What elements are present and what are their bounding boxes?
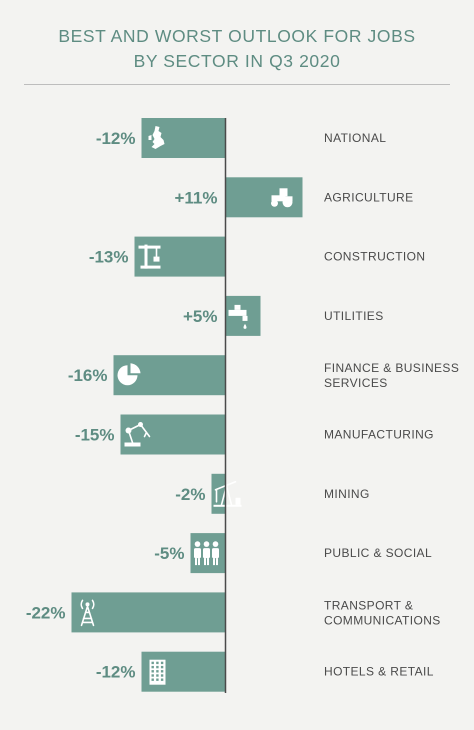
value-label: -5% <box>154 544 184 563</box>
robot-arm-icon <box>124 422 151 447</box>
category-label: UTILITIES <box>324 309 384 323</box>
value-label: -15% <box>75 426 115 445</box>
category-label: MANUFACTURING <box>324 428 434 442</box>
oil-pump-icon <box>213 480 242 507</box>
category-label: FINANCE & BUSINESS SERVICES <box>324 361 459 390</box>
bar <box>71 592 226 633</box>
title-divider <box>24 84 450 85</box>
uk-map-icon <box>148 126 165 149</box>
chart-title-line-2: BY SECTOR IN Q3 2020 <box>133 51 341 71</box>
bar-row: -12% HOTELS & RETAIL <box>96 651 434 692</box>
tractor-icon <box>271 188 293 208</box>
bar-row: -22% TRANSPORT & COMMUNICATIONS <box>26 592 441 633</box>
category-label-line: PUBLIC & SOCIAL <box>324 546 432 560</box>
category-label: MINING <box>324 487 370 501</box>
value-label: -12% <box>96 663 136 682</box>
category-label-line: MANUFACTURING <box>324 428 434 442</box>
category-label-line: UTILITIES <box>324 309 384 323</box>
value-label: +11% <box>174 188 217 207</box>
bar-row: -15% MANUFACTURING <box>75 414 434 455</box>
category-label: CONSTRUCTION <box>324 250 425 264</box>
value-label: -2% <box>175 485 205 504</box>
category-label-line: MINING <box>324 487 370 501</box>
value-label: -12% <box>96 129 136 148</box>
category-label-line: NATIONAL <box>324 131 386 145</box>
bar-row: -13% CONSTRUCTION <box>89 236 425 277</box>
value-label: -13% <box>89 248 129 267</box>
bar <box>134 236 226 277</box>
category-label: NATIONAL <box>324 131 386 145</box>
bar <box>211 473 226 514</box>
chart-title-line-1: BEST AND WORST OUTLOOK FOR JOBS <box>58 26 416 46</box>
tap-icon <box>228 304 248 329</box>
bar-row: -5% PUBLIC & SOCIAL <box>154 533 432 574</box>
bar-row: -2% MINING <box>175 473 370 514</box>
category-label-line: CONSTRUCTION <box>324 250 425 264</box>
category-label-line: TRANSPORT & <box>324 598 413 612</box>
category-label-line: SERVICES <box>324 376 388 390</box>
value-label: +5% <box>183 307 218 326</box>
pie-chart-icon <box>117 363 141 386</box>
category-label: AGRICULTURE <box>324 190 414 204</box>
crane-icon <box>138 244 161 269</box>
bar-row: -16% FINANCE & BUSINESS SERVICES <box>68 355 459 396</box>
radio-tower-icon <box>80 599 95 627</box>
value-label: -22% <box>26 603 66 622</box>
bar <box>120 414 226 455</box>
category-label: TRANSPORT & COMMUNICATIONS <box>324 598 441 627</box>
bar-row: -12% NATIONAL <box>96 118 386 158</box>
people-icon <box>194 541 219 566</box>
chart-title: BEST AND WORST OUTLOOK FOR JOBS BY SECTO… <box>0 24 474 74</box>
category-label-line: HOTELS & RETAIL <box>324 665 434 679</box>
category-label: HOTELS & RETAIL <box>324 665 434 679</box>
category-label-line: COMMUNICATIONS <box>324 613 441 627</box>
value-label: -16% <box>68 366 108 385</box>
category-label-line: FINANCE & BUSINESS <box>324 361 459 375</box>
bar-row: +11% AGRICULTURE <box>174 177 414 218</box>
building-icon <box>149 659 166 685</box>
category-label-line: AGRICULTURE <box>324 190 414 204</box>
bar-row: +5% UTILITIES <box>183 295 384 336</box>
category-label: PUBLIC & SOCIAL <box>324 546 432 560</box>
